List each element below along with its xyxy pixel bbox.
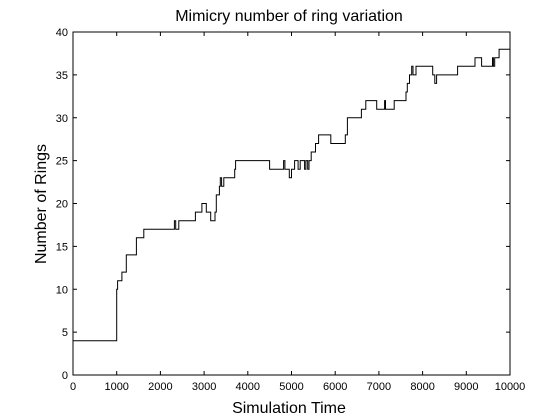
- y-tick-label: 0: [62, 370, 68, 382]
- series-line: [73, 48, 510, 342]
- x-tick-label: 9000: [454, 381, 478, 393]
- x-tick-label: 5000: [279, 381, 303, 393]
- y-tick-label: 15: [56, 241, 68, 253]
- y-tick-label: 5: [62, 327, 68, 339]
- axis-ticks: 0 1000 2000 3000 4000 5000 6000 7000 8000 9000 100…: [56, 27, 526, 393]
- y-tick-label: 10: [56, 284, 68, 296]
- x-axis-label: Simulation Time: [232, 400, 346, 417]
- y-tick-label: 20: [56, 199, 68, 211]
- y-tick-label: 25: [56, 156, 68, 168]
- plot-area: [73, 32, 510, 375]
- y-tick-label: 35: [56, 70, 68, 82]
- x-tick-label: 4000: [236, 381, 260, 393]
- x-tick-label: 3000: [192, 381, 216, 393]
- x-tick-label: 2000: [148, 381, 172, 393]
- x-tick-label: 0: [70, 381, 76, 393]
- y-tick-label: 40: [56, 27, 68, 39]
- x-tick-label: 10000: [495, 381, 526, 393]
- chart-title: Mimicry number of ring variation: [175, 8, 403, 25]
- plot-frame: [72, 31, 511, 376]
- x-tick-label: 8000: [410, 381, 434, 393]
- x-tick-label: 7000: [367, 381, 391, 393]
- x-tick-label: 6000: [323, 381, 347, 393]
- y-tick-label: 30: [56, 113, 68, 125]
- x-tick-label: 1000: [104, 381, 128, 393]
- y-axis-label: Number of Rings: [33, 144, 50, 264]
